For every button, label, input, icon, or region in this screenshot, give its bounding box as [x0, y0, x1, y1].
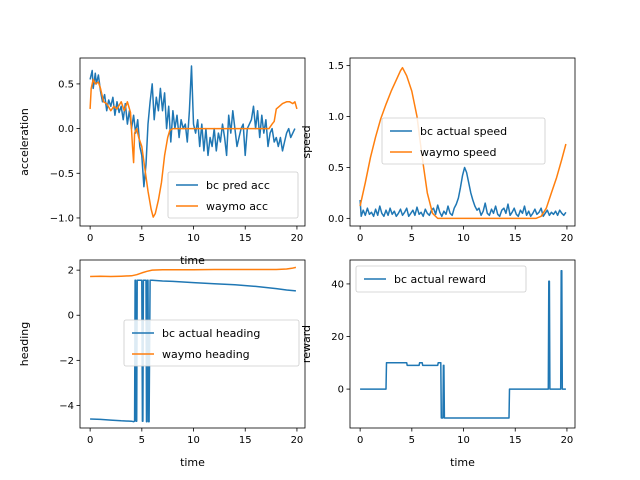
series-line-waymo-speed — [359, 66, 567, 220]
legend-label: bc actual speed — [420, 125, 507, 138]
y-axis-label: heading — [18, 322, 31, 366]
legend-box — [123, 319, 300, 367]
axes-frame — [349, 57, 576, 227]
series-line-waymo-heading — [90, 266, 297, 278]
x-tick-label: 0 — [357, 435, 363, 446]
x-tick-label: 10 — [187, 435, 200, 446]
y-tick-label: 0.0 — [328, 214, 344, 225]
x-tick-label: 20 — [291, 435, 304, 446]
y-tick-label: 0 — [68, 311, 74, 322]
y-axis-label: acceleration — [18, 108, 31, 176]
x-tick-label: 0 — [87, 435, 93, 446]
x-tick-label: 10 — [457, 435, 470, 446]
legend-label: waymo heading — [162, 348, 250, 361]
legend-label: bc actual heading — [162, 327, 260, 340]
y-tick-label: 0.5 — [58, 79, 74, 90]
speed-subplot: 0 5 10 15 20 0.0 0.5 1.0 1.5 speed bc actual speed… — [300, 57, 576, 244]
acceleration-subplot: 0 5 10 15 20 −1.0 −0.5 0.0 0.5 time acceleration bc… — [18, 57, 306, 267]
x-tick-label: 5 — [139, 233, 145, 244]
axes-frame — [79, 57, 306, 227]
x-tick-label: 0 — [87, 233, 93, 244]
series-line-bc-actual-speed — [359, 166, 567, 218]
x-tick-label: 0 — [357, 233, 363, 244]
axes-frame — [349, 259, 576, 429]
y-tick-label: 0.0 — [58, 124, 74, 135]
x-tick-label: 20 — [561, 233, 574, 244]
x-tick-label: 20 — [561, 435, 574, 446]
x-tick-label: 5 — [409, 435, 415, 446]
y-tick-label: 0 — [338, 385, 344, 396]
x-tick-label: 15 — [239, 435, 252, 446]
y-tick-label: −1.0 — [50, 213, 74, 224]
y-tick-label: 40 — [331, 279, 344, 290]
y-tick-label: 2 — [68, 266, 74, 277]
x-tick-label: 15 — [509, 435, 522, 446]
y-tick-label: −2 — [59, 356, 74, 367]
x-axis-label: time — [180, 456, 205, 469]
heading-subplot: 0 5 10 15 20 −4 −2 0 2 time heading bc actual headi… — [18, 259, 306, 469]
x-tick-label: 10 — [187, 233, 200, 244]
x-tick-label: 15 — [509, 233, 522, 244]
series-line-bc-pred-acc — [89, 65, 296, 188]
legend-label: bc actual reward — [394, 273, 486, 286]
legend-label: waymo acc — [206, 200, 268, 213]
series-line-bc-actual-heading — [90, 279, 296, 423]
legend-box — [381, 117, 546, 165]
x-axis-label: time — [180, 254, 205, 267]
x-tick-label: 15 — [239, 233, 252, 244]
axes-frame — [79, 259, 306, 429]
y-tick-label: 1.5 — [328, 61, 344, 72]
y-tick-label: 0.5 — [328, 163, 344, 174]
series-line-waymo-acc — [89, 78, 298, 218]
x-tick-label: 5 — [409, 233, 415, 244]
legend-label: bc pred acc — [206, 179, 270, 192]
y-tick-label: 20 — [331, 332, 344, 343]
series-line-bc-actual-reward — [360, 270, 566, 419]
legend-label: waymo speed — [420, 146, 496, 159]
x-tick-label: 20 — [291, 233, 304, 244]
y-axis-label: reward — [300, 325, 313, 363]
y-tick-label: −0.5 — [50, 169, 74, 180]
legend-box — [167, 171, 299, 219]
reward-subplot: 0 5 10 15 20 0 20 40 time reward bc actual reward — [300, 259, 576, 469]
x-axis-label: time — [450, 456, 475, 469]
y-tick-label: 1.0 — [328, 112, 344, 123]
y-tick-label: −4 — [59, 401, 74, 412]
legend-box — [355, 265, 527, 293]
y-axis-label: speed — [300, 125, 313, 158]
x-tick-label: 5 — [139, 435, 145, 446]
x-tick-label: 10 — [457, 233, 470, 244]
